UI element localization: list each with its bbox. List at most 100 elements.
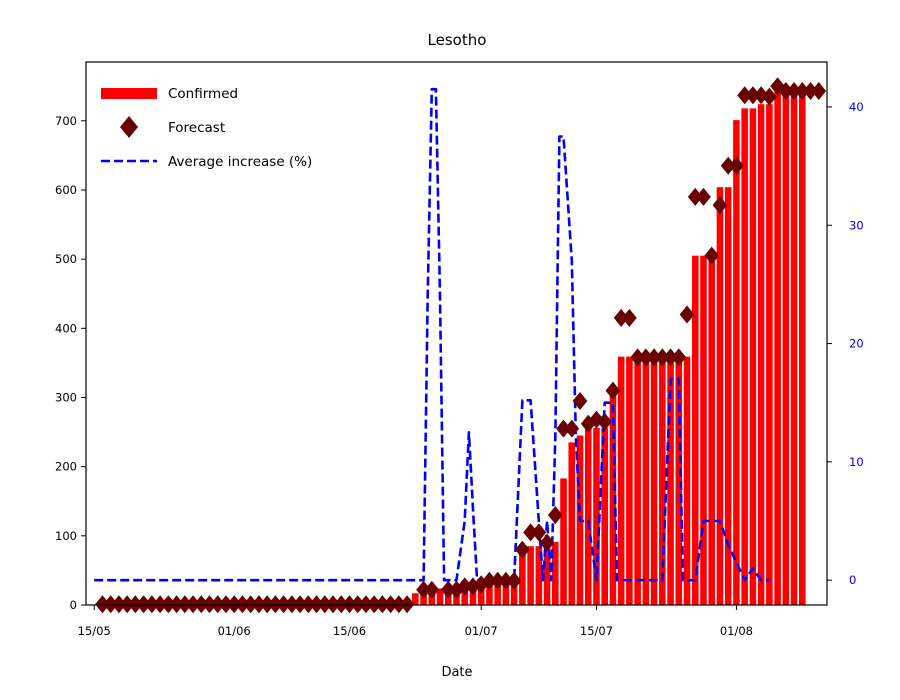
- forecast-marker: [778, 82, 794, 101]
- forecast-marker: [152, 595, 168, 614]
- y-tick-label: 300: [55, 390, 77, 404]
- forecast-marker: [498, 571, 514, 590]
- forecast-marker: [128, 595, 143, 614]
- forecast-marker: [514, 540, 530, 559]
- bar: [552, 542, 559, 605]
- forecast-marker: [761, 87, 777, 106]
- forecast-marker: [267, 595, 283, 614]
- y2-tick-label: 40: [849, 100, 864, 114]
- bar: [601, 427, 608, 605]
- forecast-marker: [663, 348, 678, 367]
- forecast-marker: [654, 348, 670, 367]
- forecast-marker: [786, 82, 802, 101]
- x-tick-label: 15/05: [78, 624, 111, 638]
- bar: [519, 546, 526, 605]
- forecast-marker: [671, 348, 687, 367]
- forecast-marker: [292, 595, 308, 614]
- forecast-marker: [350, 595, 366, 614]
- bar: [560, 478, 567, 605]
- forecast-marker: [243, 595, 259, 614]
- plot-frame: [85, 61, 828, 606]
- bar: [510, 580, 518, 605]
- forecast-marker: [564, 419, 580, 438]
- series-line-average-increase: [94, 87, 770, 582]
- legend-label: Average increase (%): [168, 154, 312, 170]
- plot-area: [94, 77, 827, 614]
- bar: [634, 356, 641, 605]
- y-tick-label: 700: [55, 114, 77, 128]
- y2-tick-label: 10: [849, 455, 864, 469]
- forecast-marker: [729, 156, 744, 175]
- forecast-marker: [646, 348, 662, 367]
- y-axis-right: 0 10 20 30 40: [827, 100, 864, 587]
- bar: [436, 588, 444, 605]
- y2-tick-label: 0: [849, 573, 856, 587]
- legend-label: Forecast: [168, 120, 225, 136]
- y2-tick-label: 30: [849, 218, 864, 232]
- forecast-marker: [572, 391, 588, 410]
- bar: [741, 108, 748, 606]
- forecast-marker: [720, 156, 736, 175]
- forecast-marker: [457, 577, 473, 596]
- bar: [477, 586, 485, 605]
- y-tick-label: 600: [55, 183, 77, 197]
- forecast-marker: [103, 595, 119, 614]
- forecast-marker: [218, 595, 234, 614]
- forecast-marker: [687, 187, 703, 206]
- bar: [568, 442, 576, 605]
- forecast-marker: [169, 595, 184, 614]
- bar: [469, 586, 477, 605]
- bar: [584, 427, 592, 605]
- bar: [494, 580, 501, 605]
- forecast-marker: [366, 595, 382, 614]
- y-axis-left: 0 100 200 300 400 500 600 700: [55, 114, 86, 612]
- forecast-marker: [391, 595, 407, 614]
- forecast-marker: [325, 595, 341, 614]
- forecast-marker: [531, 523, 547, 542]
- forecast-marker: [317, 595, 333, 614]
- forecast-marker: [638, 348, 654, 367]
- bar: [543, 542, 551, 605]
- forecast-marker: [399, 595, 415, 614]
- bar: [617, 356, 625, 605]
- bar: [733, 120, 740, 605]
- bar: [749, 108, 757, 606]
- bar: [626, 356, 633, 605]
- forecast-marker: [210, 595, 226, 614]
- forecast-marker: [333, 595, 349, 614]
- legend-label: Confirmed: [168, 86, 238, 102]
- bar: [716, 187, 724, 605]
- forecast-marker: [424, 580, 440, 599]
- forecast-marker: [556, 419, 571, 438]
- bar: [675, 356, 683, 605]
- legend-swatch-forecast: [119, 116, 139, 138]
- bar: [609, 390, 617, 605]
- bar: [799, 91, 806, 605]
- x-tick-label: 01/07: [465, 624, 498, 638]
- forecast-marker: [251, 595, 267, 614]
- forecast-marker: [539, 533, 555, 552]
- x-axis-label: Date: [441, 665, 472, 680]
- legend-swatch-confirmed: [101, 88, 157, 99]
- bar: [527, 546, 534, 605]
- forecast-marker: [235, 595, 250, 614]
- forecast-marker: [597, 412, 613, 431]
- bar: [782, 91, 790, 605]
- forecast-marker: [358, 595, 374, 614]
- bar: [659, 356, 666, 605]
- bar: [642, 356, 650, 605]
- bar: [691, 255, 699, 606]
- bar: [790, 91, 798, 605]
- forecast-marker: [185, 595, 201, 614]
- forecast-marker: [745, 86, 761, 105]
- bar: [700, 255, 707, 606]
- forecast-marker: [605, 381, 621, 400]
- forecast-marker: [300, 595, 316, 614]
- bar: [428, 593, 436, 605]
- y-tick-label: 0: [70, 598, 77, 612]
- forecast-marker: [679, 305, 695, 324]
- bar: [667, 356, 674, 605]
- forecast-marker: [309, 595, 324, 614]
- forecast-marker: [119, 595, 135, 614]
